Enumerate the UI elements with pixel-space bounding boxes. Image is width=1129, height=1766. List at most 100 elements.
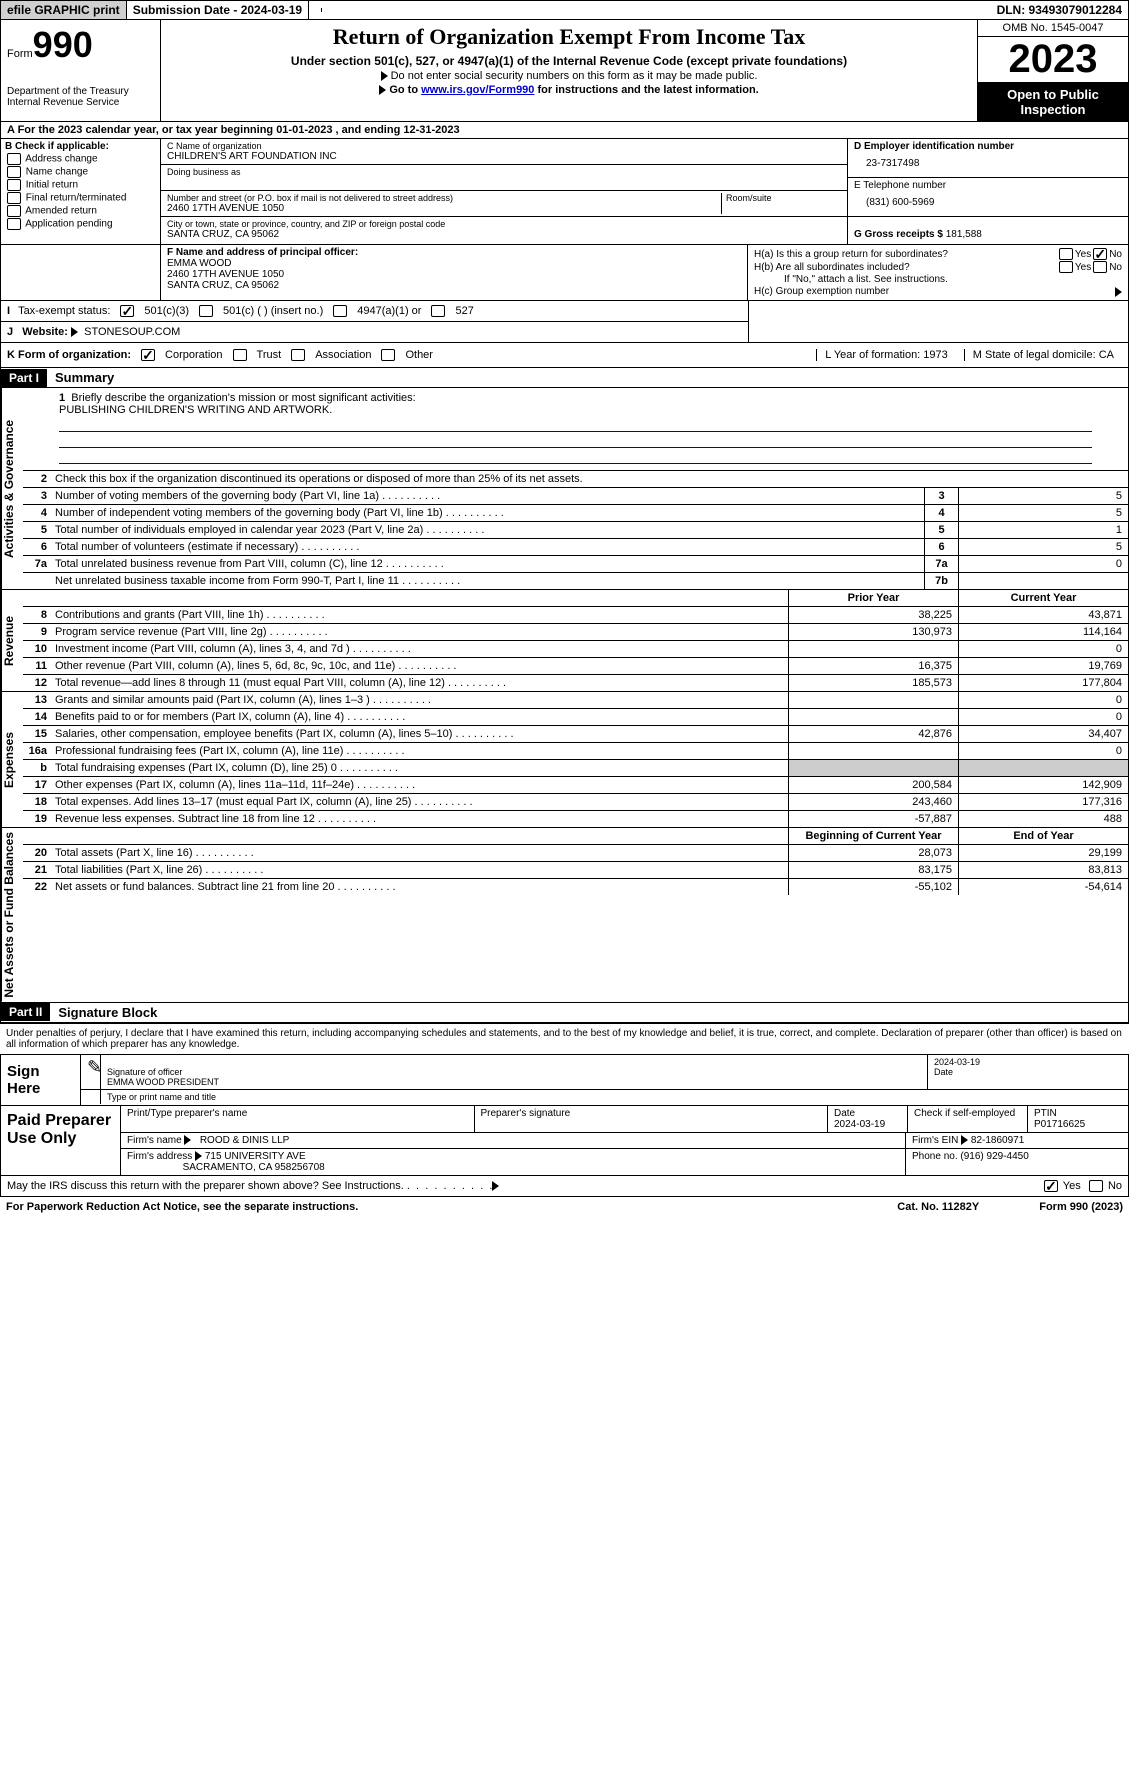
discuss-no[interactable] (1089, 1180, 1103, 1192)
prep-date: 2024-03-19 (834, 1119, 885, 1130)
paid-preparer-label: Paid Preparer Use Only (1, 1106, 121, 1175)
side-label-exp: Expenses (1, 692, 23, 827)
header-left: Form990 Department of the Treasury Inter… (1, 20, 161, 121)
website-value: STONESOUP.COM (84, 326, 180, 338)
form-number: 990 (33, 24, 93, 65)
form-label: Form (7, 48, 33, 60)
hb-no[interactable] (1093, 261, 1107, 273)
col-b-checkboxes: B Check if applicable: Address change Na… (1, 139, 161, 244)
cb-amended[interactable]: Amended return (5, 205, 156, 217)
gross-cell: G Gross receipts $ 181,588 (848, 217, 1128, 244)
cb-initial-return[interactable]: Initial return (5, 179, 156, 191)
sign-here-block: Sign Here ✎ Signature of officerEMMA WOO… (0, 1054, 1129, 1106)
summary-line: 22Net assets or fund balances. Subtract … (23, 879, 1128, 895)
col-b-header: B Check if applicable: (5, 141, 156, 152)
ein-value: 23-7317498 (854, 152, 1122, 175)
hb-yes[interactable] (1059, 261, 1073, 273)
city-cell: City or town, state or province, country… (161, 217, 847, 242)
discuss-yes[interactable] (1044, 1180, 1058, 1192)
summary-line: 11Other revenue (Part VIII, column (A), … (23, 658, 1128, 675)
ha-no[interactable] (1093, 248, 1107, 260)
form-subtitle: Under section 501(c), 527, or 4947(a)(1)… (165, 54, 973, 68)
discuss-row: May the IRS discuss this return with the… (0, 1176, 1129, 1197)
omb-number: OMB No. 1545-0047 (978, 20, 1128, 37)
summary-line: 19Revenue less expenses. Subtract line 1… (23, 811, 1128, 827)
part2-header: Part II Signature Block (0, 1003, 1129, 1023)
summary-line: 15Salaries, other compensation, employee… (23, 726, 1128, 743)
arrow-icon (381, 71, 388, 81)
firm-name: ROOD & DINIS LLP (200, 1135, 289, 1146)
cb-app-pending[interactable]: Application pending (5, 218, 156, 230)
cb-address-change[interactable]: Address change (5, 153, 156, 165)
perjury-text: Under penalties of perjury, I declare th… (0, 1023, 1129, 1054)
sig-date: 2024-03-19 (934, 1057, 980, 1067)
efile-print-button[interactable]: efile GRAPHIC print (1, 1, 127, 19)
ij-row: I Tax-exempt status: 501(c)(3) 501(c) ( … (0, 301, 1129, 343)
k-row: K Form of organization: Corporation Trus… (0, 343, 1129, 368)
side-label-rev: Revenue (1, 590, 23, 691)
dln: DLN: 93493079012284 (991, 1, 1128, 19)
summary-line: 7aTotal unrelated business revenue from … (23, 556, 1128, 573)
ha-yes[interactable] (1059, 248, 1073, 260)
header-mid: Return of Organization Exempt From Incom… (161, 20, 978, 121)
arrow-icon (379, 85, 386, 95)
sign-here-label: Sign Here (1, 1055, 81, 1105)
tax-exempt-status: I Tax-exempt status: 501(c)(3) 501(c) ( … (1, 301, 748, 322)
dba-cell: Doing business as (161, 165, 847, 191)
officer-sig: EMMA WOOD PRESIDENT (107, 1077, 219, 1087)
cb-other[interactable] (381, 349, 395, 361)
summary-line: 20Total assets (Part X, line 16)28,07329… (23, 845, 1128, 862)
tax-year-range: A For the 2023 calendar year, or tax yea… (0, 122, 1129, 139)
summary-line: 21Total liabilities (Part X, line 26)83,… (23, 862, 1128, 879)
mission-text: PUBLISHING CHILDREN'S WRITING AND ARTWOR… (59, 404, 332, 416)
summary-line: 13Grants and similar amounts paid (Part … (23, 692, 1128, 709)
state-domicile: M State of legal domicile: CA (964, 349, 1122, 361)
cb-trust[interactable] (233, 349, 247, 361)
summary-line: 8Contributions and grants (Part VIII, li… (23, 607, 1128, 624)
firm-address: 715 UNIVERSITY AVE (205, 1151, 306, 1162)
city-state-zip: SANTA CRUZ, CA 95062 (167, 229, 841, 240)
header-right: OMB No. 1545-0047 2023 Open to Public In… (978, 20, 1128, 121)
org-name: CHILDREN'S ART FOUNDATION INC (167, 151, 841, 162)
h-section: H(a) Is this a group return for subordin… (748, 245, 1128, 300)
ssn-notice: Do not enter social security numbers on … (165, 70, 973, 82)
summary-line: 6Total number of volunteers (estimate if… (23, 539, 1128, 556)
revenue-block: Revenue Prior Year Current Year 8Contrib… (0, 590, 1129, 692)
summary-line: 5Total number of individuals employed in… (23, 522, 1128, 539)
line2: Check this box if the organization disco… (51, 471, 1128, 487)
cb-4947[interactable] (333, 305, 347, 317)
form-header: Form990 Department of the Treasury Inter… (0, 20, 1129, 122)
cb-527[interactable] (431, 305, 445, 317)
cb-final-return[interactable]: Final return/terminated (5, 192, 156, 204)
website-row: J Website: STONESOUP.COM (1, 322, 748, 342)
top-bar: efile GRAPHIC print Submission Date - 20… (0, 0, 1129, 20)
cb-501c[interactable] (199, 305, 213, 317)
na-col-hdr: Beginning of Current Year End of Year (23, 828, 1128, 845)
side-label-ag: Activities & Governance (1, 388, 23, 589)
summary-line: 10Investment income (Part VIII, column (… (23, 641, 1128, 658)
officer-cell: F Name and address of principal officer:… (161, 245, 748, 300)
org-name-cell: C Name of organization CHILDREN'S ART FO… (161, 139, 847, 165)
rev-col-hdr: Prior Year Current Year (23, 590, 1128, 607)
arrow-icon (492, 1181, 499, 1191)
year-formation: L Year of formation: 1973 (816, 349, 956, 361)
ptin: P01716625 (1034, 1119, 1085, 1130)
dept-treasury: Department of the Treasury Internal Reve… (7, 86, 154, 108)
cb-501c3[interactable] (120, 305, 134, 317)
cb-corp[interactable] (141, 349, 155, 361)
pra-notice: For Paperwork Reduction Act Notice, see … (6, 1201, 358, 1213)
summary-line: 16aProfessional fundraising fees (Part I… (23, 743, 1128, 760)
footer: For Paperwork Reduction Act Notice, see … (0, 1197, 1129, 1217)
irs-link[interactable]: www.irs.gov/Form990 (421, 84, 534, 96)
cb-assoc[interactable] (291, 349, 305, 361)
firm-ein: 82-1860971 (971, 1135, 1024, 1146)
cb-name-change[interactable]: Name change (5, 166, 156, 178)
arrow-icon (71, 327, 78, 337)
open-inspection: Open to Public Inspection (978, 83, 1128, 121)
expenses-block: Expenses 13Grants and similar amounts pa… (0, 692, 1129, 828)
addr-cell: Number and street (or P.O. box if mail i… (161, 191, 847, 217)
arrow-icon (195, 1151, 202, 1161)
col-c: C Name of organization CHILDREN'S ART FO… (161, 139, 848, 244)
col-d: D Employer identification number 23-7317… (848, 139, 1128, 244)
gross-receipts: 181,588 (946, 229, 982, 240)
